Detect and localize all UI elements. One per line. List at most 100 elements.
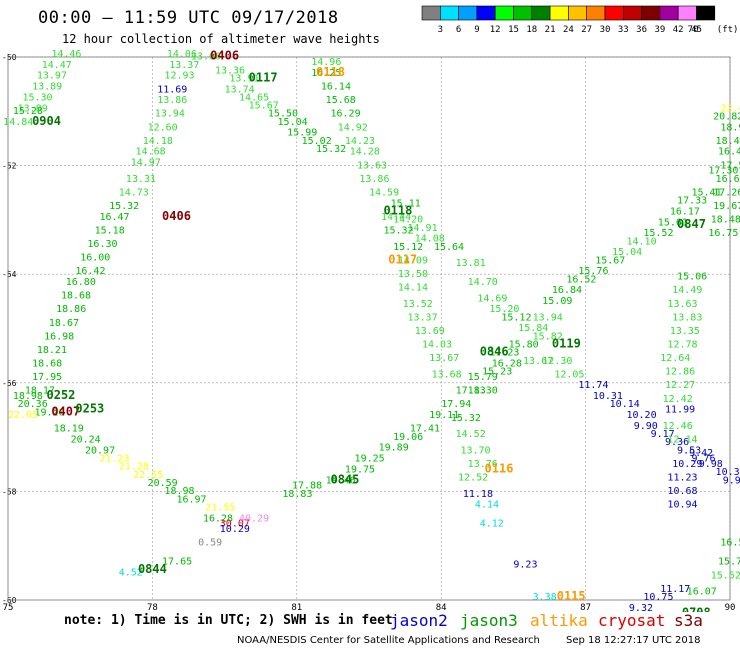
wave-height-label: 14.73 (119, 187, 149, 198)
wave-height-label: 18.83 (282, 489, 312, 500)
wave-height-label: 18.67 (49, 318, 79, 329)
wave-height-label: 13.67 (523, 356, 553, 367)
wave-height-label: 16.53 (720, 538, 740, 549)
wave-height-label: 14.49 (672, 285, 702, 296)
wave-height-label: 19.11 (429, 410, 459, 421)
wave-height-label: 19.75 (345, 464, 375, 475)
wave-height-label: 13.89 (18, 103, 48, 114)
wave-height-label: 11.69 (157, 84, 187, 95)
footer: note: 1) Time is in UTC; 2) SWH is in fe… (0, 611, 740, 650)
wave-height-label: 12.42 (663, 394, 693, 405)
legend-s3a: s3a (674, 611, 703, 630)
wave-height-label: 15.32 (451, 413, 481, 424)
wave-height-label: 16.52 (566, 274, 596, 285)
wave-height-label: 13.69 (415, 326, 445, 337)
wave-height-label: 15.41 (691, 187, 721, 198)
wave-height-label: 13.81 (456, 258, 486, 269)
wave-height-label: 18.48 (711, 215, 740, 226)
wave-height-label: 17.65 (162, 557, 192, 568)
wave-height-label: 16.47 (99, 212, 129, 223)
wave-height-label: 13.35 (670, 326, 700, 337)
wave-height-label: 40.29 (239, 513, 269, 524)
wave-height-label: 12.30 (542, 356, 572, 367)
wave-height-label: 9.90 (634, 421, 658, 432)
wave-height-label: 18.98 (13, 391, 43, 402)
wave-height-label: 14.03 (422, 340, 452, 351)
wave-height-label: 18.68 (32, 359, 62, 370)
pass-time-label: 0118 (316, 65, 345, 79)
generated-timestamp: Sep 18 12:27:17 UTC 2018 (566, 635, 701, 646)
wave-height-label: 18.86 (56, 304, 86, 315)
wave-height-label: 14.20 (393, 215, 423, 226)
wave-height-label: 14.06 (167, 49, 197, 60)
wave-height-label: 9.32 (629, 603, 653, 612)
colorbar-label: 39 (654, 25, 665, 35)
wave-height-label: 14.52 (456, 429, 486, 440)
wave-height-label: 15.32 (109, 201, 139, 212)
wave-height-label: 9.53 (677, 445, 701, 456)
wave-height-label: 18.68 (61, 291, 91, 302)
colorbar-swatch (696, 5, 716, 21)
wave-height-label: 15.84 (518, 323, 548, 334)
wave-height-label: 10.75 (643, 592, 673, 603)
wave-height-label: 16.07 (687, 587, 717, 598)
wave-height-label: 13.37 (169, 60, 199, 71)
wave-height-label: 16.28 (203, 513, 233, 524)
wave-height-label: 14.46 (51, 49, 81, 60)
credit-text: NOAA/NESDIS Center for Satellite Applica… (237, 635, 540, 646)
wave-height-label: 20.59 (148, 478, 178, 489)
wave-height-label: 15.64 (434, 242, 464, 253)
wave-height-label: 19.89 (379, 443, 409, 454)
wave-height-label: 16.75 (708, 228, 738, 239)
wave-height-label: 14.97 (131, 158, 161, 169)
wave-height-label: 12.27 (665, 380, 695, 391)
wave-height-label: 15.32 (383, 225, 413, 236)
wave-height-label: 13.83 (672, 312, 702, 323)
wave-height-label: 13.63 (667, 299, 697, 310)
wave-height-label: 12.78 (667, 340, 697, 351)
wave-height-label: 15.99 (287, 128, 317, 139)
wave-height-label: 19.67 (713, 201, 740, 212)
wave-height-label: 16.80 (66, 277, 96, 288)
colorbar-label: 6 (456, 25, 461, 35)
wave-height-label: 14.96 (311, 57, 341, 68)
pass-time-label: 0115 (557, 589, 586, 603)
wave-height-label: 16.29 (330, 109, 360, 120)
wave-height-label: 19.20 (34, 407, 64, 418)
wave-height-label: 15.61 (658, 217, 688, 228)
wave-height-label: 15.11 (391, 198, 421, 209)
wave-height-label: 14.70 (468, 277, 498, 288)
wave-height-label: 10.14 (610, 399, 640, 410)
wave-height-label: 15.52 (711, 570, 740, 581)
wave-height-label: 18.92 (720, 122, 740, 133)
wave-height-label: 16.28 (492, 359, 522, 370)
wave-height-label: 15.82 (533, 331, 563, 342)
wave-height-label: 15.23 (482, 367, 512, 378)
pass-time-label: 0406 (210, 49, 239, 63)
wave-height-label: 9.42 (689, 448, 713, 459)
pass-time-label: 0845 (330, 472, 359, 486)
wave-height-label: 13.52 (403, 299, 433, 310)
pass-time-label: 0904 (32, 114, 61, 128)
wave-height-label: 20.36 (18, 399, 48, 410)
wave-height-label: 15.04 (278, 117, 308, 128)
wave-height-label: 17.33 (677, 196, 707, 207)
colorbar-label: 30 (600, 25, 611, 35)
wave-height-label: 15.02 (302, 136, 332, 147)
wave-height-label: 22.05 (8, 410, 38, 421)
wave-height-label: 15.68 (326, 95, 356, 106)
y-tick-label: -56 (2, 379, 17, 388)
wave-height-label: 14.23 (345, 136, 375, 147)
wave-height-label: 20.97 (85, 445, 115, 456)
wave-height-label: 19.25 (355, 454, 385, 465)
wave-height-label: 9.23 (513, 559, 537, 570)
wave-height-label: 15.12 (393, 242, 423, 253)
wave-height-label: 14.68 (136, 147, 166, 158)
wave-height-label: 12.60 (148, 122, 178, 133)
wave-height-label: 12.14 (667, 435, 697, 446)
wave-height-label: 21.23 (99, 454, 129, 465)
wave-height-label: 13.36 (215, 65, 245, 76)
wave-height-label: 10.31 (593, 391, 623, 402)
y-tick-label: -58 (2, 487, 17, 496)
